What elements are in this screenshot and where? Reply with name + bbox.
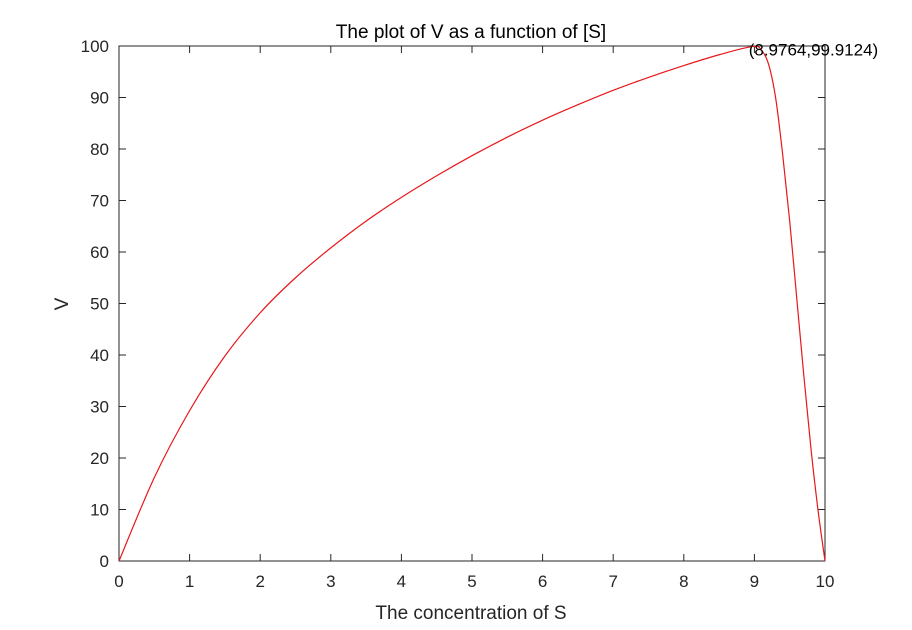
y-axis-label: V bbox=[52, 297, 73, 310]
x-tick-label: 8 bbox=[679, 572, 688, 591]
y-tick-label: 0 bbox=[100, 552, 109, 571]
y-tick-label: 50 bbox=[90, 295, 109, 314]
y-tick-label: 40 bbox=[90, 346, 109, 365]
chart-title: The plot of V as a function of [S] bbox=[336, 22, 606, 43]
y-tick-label: 30 bbox=[90, 398, 109, 417]
x-tick-label: 6 bbox=[538, 572, 547, 591]
x-axis-label: The concentration of S bbox=[375, 603, 566, 624]
y-tick-label: 100 bbox=[81, 37, 109, 56]
x-tick-label: 4 bbox=[397, 572, 406, 591]
x-tick-label: 3 bbox=[326, 572, 335, 591]
point-annotation: (8.9764,99.9124) bbox=[749, 40, 879, 59]
x-tick-label: 7 bbox=[608, 572, 617, 591]
y-tick-label: 80 bbox=[90, 140, 109, 159]
annotations: (8.9764,99.9124) bbox=[749, 40, 879, 59]
y-tick-label: 70 bbox=[90, 192, 109, 211]
x-tick-label: 9 bbox=[750, 572, 759, 591]
y-axis: 0 10 20 30 40 50 60 70 80 90 100 bbox=[81, 37, 825, 571]
y-tick-label: 10 bbox=[90, 501, 109, 520]
x-tick-label: 0 bbox=[114, 572, 123, 591]
x-tick-label: 10 bbox=[816, 572, 835, 591]
y-tick-label: 90 bbox=[90, 89, 109, 108]
y-tick-label: 60 bbox=[90, 243, 109, 262]
y-tick-label: 20 bbox=[90, 449, 109, 468]
x-tick-label: 2 bbox=[255, 572, 264, 591]
x-tick-label: 1 bbox=[185, 572, 194, 591]
x-axis: 0 1 2 3 4 5 6 7 8 9 10 bbox=[114, 46, 834, 591]
series-line bbox=[118, 45, 826, 562]
plot-area: 0 1 2 3 4 5 6 7 8 9 10 0 10 20 30 40 50 60 70 80 90 100 (8.9… bbox=[81, 37, 879, 591]
x-tick-label: 5 bbox=[467, 572, 476, 591]
